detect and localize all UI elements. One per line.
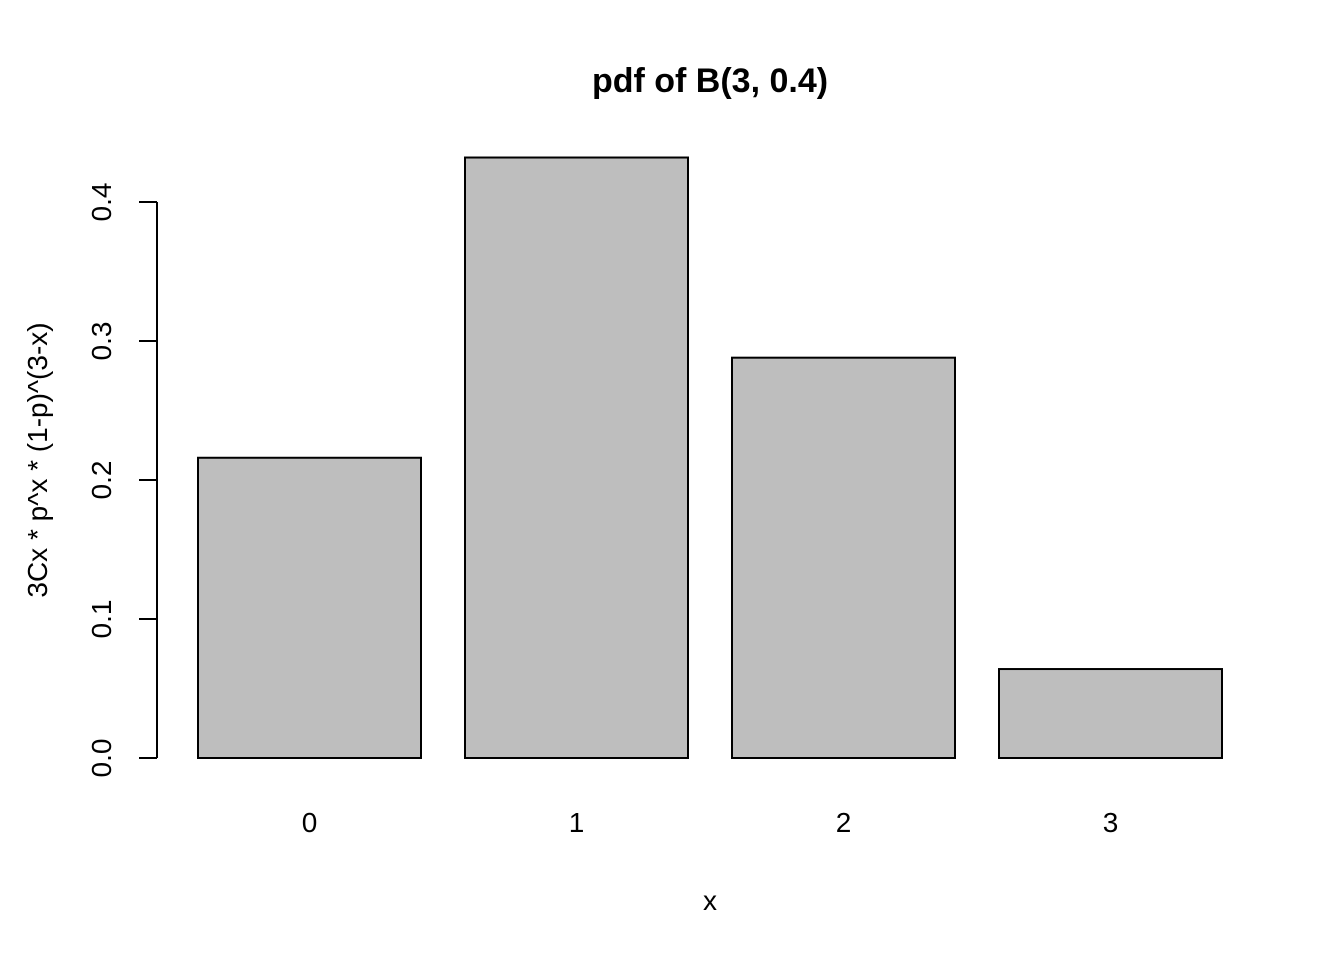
y-tick-label: 0.1 bbox=[86, 600, 117, 639]
y-tick-label: 0.0 bbox=[86, 739, 117, 778]
x-axis-tick-labels: 0 1 2 3 bbox=[302, 807, 1119, 838]
bars bbox=[197, 156, 1223, 759]
y-tick-label: 0.4 bbox=[86, 183, 117, 222]
y-tick-label: 0.3 bbox=[86, 322, 117, 361]
y-tick-label: 0.2 bbox=[86, 461, 117, 500]
bar-2 bbox=[731, 356, 956, 759]
chart-title: pdf of B(3, 0.4) bbox=[592, 62, 828, 100]
bar-3 bbox=[998, 668, 1223, 759]
x-tick-label: 0 bbox=[302, 807, 318, 838]
x-tick-label: 2 bbox=[836, 807, 852, 838]
bar-0 bbox=[197, 456, 422, 759]
y-axis-label: 3Cx * p^x * (1-p)^(3-x) bbox=[22, 322, 53, 597]
x-tick-label: 1 bbox=[569, 807, 585, 838]
bar-1 bbox=[464, 156, 689, 759]
y-axis: 0.0 0.1 0.2 0.3 0.4 bbox=[86, 183, 158, 778]
x-tick-label: 3 bbox=[1103, 807, 1119, 838]
x-axis-label: x bbox=[703, 885, 717, 916]
